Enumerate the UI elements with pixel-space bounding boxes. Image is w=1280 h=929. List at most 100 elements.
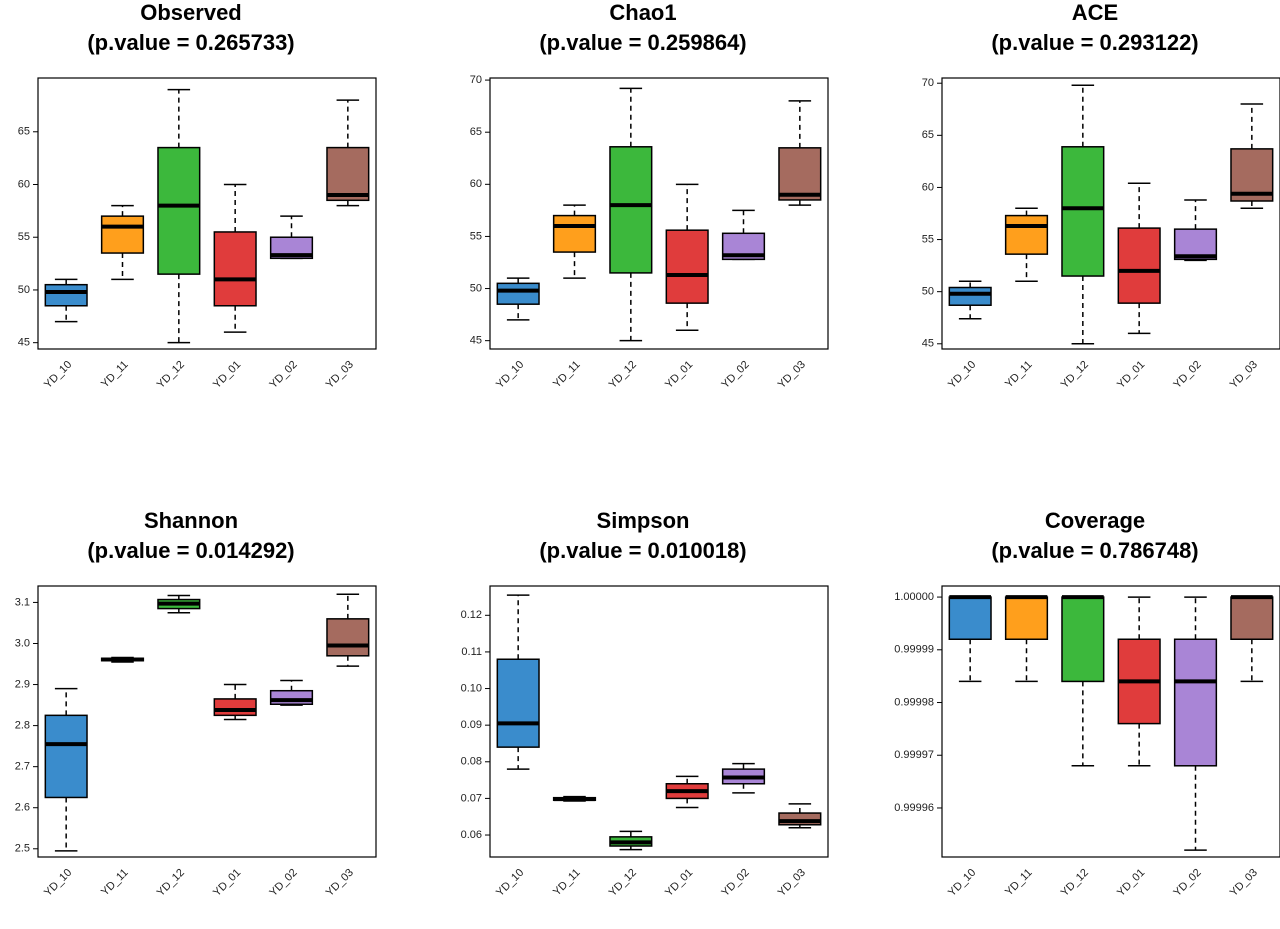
box <box>1173 638 1218 767</box>
y-tick-label: 3.0 <box>15 637 30 649</box>
box <box>496 282 540 305</box>
box <box>1061 596 1105 683</box>
x-tick-label: YD_12 <box>607 359 639 391</box>
box <box>213 698 257 717</box>
y-tick-label: 50 <box>922 286 934 298</box>
x-tick-label: YD_10 <box>946 867 978 899</box>
x-tick-label: YD_01 <box>1115 359 1147 391</box>
x-tick-label: YD_02 <box>1171 867 1203 899</box>
box <box>1061 146 1105 277</box>
box <box>269 236 314 260</box>
x-tick-label: YD_10 <box>42 867 74 899</box>
plot-frame <box>37 77 377 350</box>
y-tick-label: 0.12 <box>461 609 482 621</box>
y-tick-label: 50 <box>470 282 482 294</box>
y-tick-label: 60 <box>470 178 482 190</box>
y-tick-label: 60 <box>18 178 30 190</box>
x-tick-label: YD_11 <box>551 867 583 899</box>
panel: ACE (p.value = 0.293122) 45 50 55 60 65 70 YD_10… <box>922 0 1280 391</box>
box <box>665 229 709 304</box>
y-tick-label: 2.5 <box>15 843 30 855</box>
box <box>44 714 88 799</box>
chart-subtitle: (p.value = 0.293122) <box>991 30 1198 55</box>
box <box>326 618 370 657</box>
y-tick-label: 55 <box>18 231 30 243</box>
y-tick-label: 45 <box>922 338 934 350</box>
chart-title: Observed <box>140 0 242 25</box>
box <box>496 658 540 748</box>
box <box>213 231 257 307</box>
panel: Observed (p.value = 0.265733) 45 50 55 60 65 YD… <box>18 0 377 391</box>
y-tick-label: 2.6 <box>15 802 30 814</box>
x-tick-label: YD_10 <box>42 359 74 391</box>
y-tick-label: 0.11 <box>461 646 482 658</box>
x-tick-label: YD_12 <box>155 867 187 899</box>
x-tick-label: YD_03 <box>776 867 808 899</box>
y-tick-label: 0.99998 <box>894 696 934 708</box>
chart-subtitle: (p.value = 0.259864) <box>539 30 746 55</box>
y-tick-label: 1.00000 <box>894 591 934 603</box>
x-tick-label: YD_03 <box>1228 359 1260 391</box>
chart-subtitle: (p.value = 0.265733) <box>87 30 294 55</box>
y-tick-label: 70 <box>470 74 482 86</box>
y-tick-label: 60 <box>922 181 934 193</box>
box <box>1004 214 1049 255</box>
x-tick-label: YD_01 <box>663 867 695 899</box>
x-tick-label: YD_11 <box>1003 359 1035 391</box>
y-tick-label: 55 <box>922 233 934 245</box>
plot-frame <box>37 585 377 858</box>
y-tick-label: 50 <box>18 284 30 296</box>
y-tick-label: 45 <box>470 335 482 347</box>
x-tick-label: YD_02 <box>1171 359 1203 391</box>
y-tick-label: 0.07 <box>461 792 482 804</box>
x-tick-label: YD_11 <box>551 359 583 391</box>
y-tick-label: 0.10 <box>461 682 482 694</box>
x-tick-label: YD_10 <box>946 359 978 391</box>
box <box>552 214 597 253</box>
plot-frame <box>489 585 829 858</box>
y-tick-label: 0.99999 <box>894 644 934 656</box>
panel: Chao1 (p.value = 0.259864) 45 50 55 60 65 70 YD_… <box>470 0 829 391</box>
x-tick-label: YD_10 <box>494 359 526 391</box>
box <box>948 286 992 306</box>
chart-title: Coverage <box>1045 508 1145 533</box>
y-tick-label: 0.08 <box>461 756 482 768</box>
y-tick-label: 2.7 <box>15 761 30 773</box>
y-tick-label: 0.99996 <box>894 802 934 814</box>
y-tick-label: 0.99997 <box>894 749 934 761</box>
chart-title: Simpson <box>597 508 690 533</box>
x-tick-label: YD_02 <box>719 867 751 899</box>
y-tick-label: 0.09 <box>461 719 482 731</box>
box <box>157 146 201 275</box>
box <box>778 812 822 826</box>
x-tick-label: YD_03 <box>324 359 356 391</box>
chart-subtitle: (p.value = 0.014292) <box>87 538 294 563</box>
x-tick-label: YD_03 <box>324 867 356 899</box>
chart-subtitle: (p.value = 0.786748) <box>991 538 1198 563</box>
box <box>778 147 822 201</box>
x-tick-label: YD_03 <box>1228 867 1260 899</box>
y-tick-label: 45 <box>18 337 30 349</box>
box <box>1117 227 1161 304</box>
box <box>1004 596 1049 641</box>
x-tick-label: YD_01 <box>211 867 243 899</box>
box <box>609 146 653 274</box>
chart-subtitle: (p.value = 0.010018) <box>539 538 746 563</box>
plot-frame <box>941 585 1280 858</box>
x-tick-label: YD_12 <box>155 359 187 391</box>
chart-title: ACE <box>1072 0 1118 25</box>
x-tick-label: YD_11 <box>99 359 131 391</box>
box <box>269 689 314 706</box>
y-tick-label: 65 <box>470 126 482 138</box>
panel: Simpson (p.value = 0.010018) 0.06 0.07 0.08 0… <box>461 508 829 899</box>
plot-frame <box>941 77 1280 350</box>
box <box>326 146 370 202</box>
x-tick-label: YD_01 <box>1115 867 1147 899</box>
y-tick-label: 65 <box>922 129 934 141</box>
box <box>948 596 992 641</box>
y-tick-label: 2.8 <box>15 720 30 732</box>
plot-frame <box>489 77 829 350</box>
x-tick-label: YD_12 <box>1059 867 1091 899</box>
x-tick-label: YD_11 <box>1003 867 1035 899</box>
